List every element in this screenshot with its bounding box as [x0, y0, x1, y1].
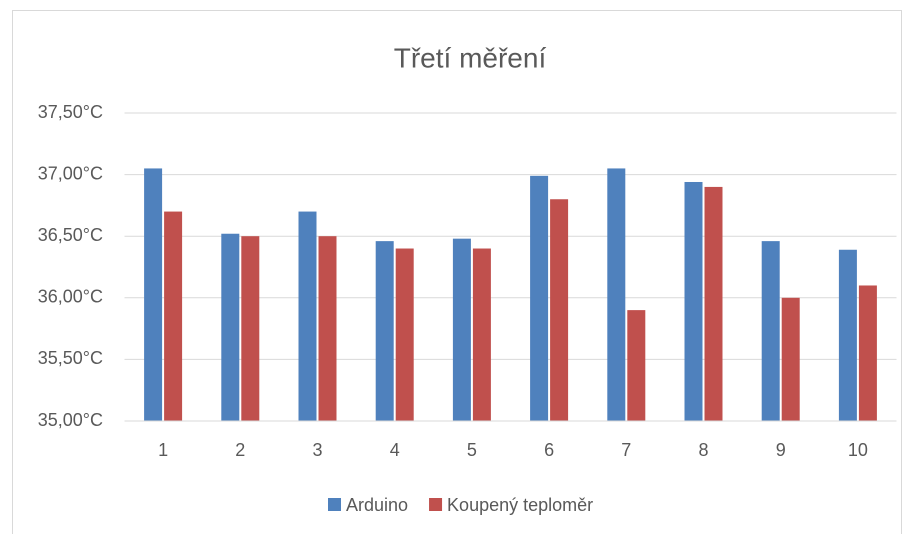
bar — [375, 241, 394, 421]
bar — [221, 233, 240, 421]
bar — [684, 181, 703, 421]
bar — [858, 285, 877, 421]
x-tick-label: 2 — [235, 440, 245, 460]
x-tick-label: 7 — [621, 440, 631, 460]
y-tick-label: 36,50°C — [38, 225, 103, 245]
bar — [241, 236, 260, 421]
bar — [627, 310, 646, 421]
y-tick-label: 37,00°C — [38, 163, 103, 183]
x-tick-label: 3 — [312, 440, 322, 460]
x-tick-label: 9 — [776, 440, 786, 460]
bar — [550, 199, 569, 421]
bar — [607, 168, 626, 421]
x-tick-label: 6 — [544, 440, 554, 460]
y-tick-label: 35,50°C — [38, 348, 103, 368]
x-tick-label: 4 — [390, 440, 400, 460]
bar — [838, 249, 857, 421]
legend-swatch — [328, 498, 341, 511]
y-tick-label: 36,00°C — [38, 287, 103, 307]
chart-title: Třetí měření — [394, 42, 547, 73]
bar — [781, 297, 800, 421]
bar — [318, 236, 337, 421]
legend-label: Koupený teploměr — [447, 495, 593, 515]
bar — [164, 211, 183, 421]
y-tick-label: 35,00°C — [38, 410, 103, 430]
legend-label: Arduino — [346, 495, 408, 515]
x-tick-label: 1 — [158, 440, 168, 460]
bar — [298, 211, 317, 421]
x-tick-label: 10 — [848, 440, 868, 460]
bar — [704, 186, 723, 421]
y-tick-label: 37,50°C — [38, 102, 103, 122]
bar — [452, 238, 471, 421]
bar — [144, 168, 163, 421]
bar — [472, 248, 491, 421]
legend-swatch — [429, 498, 443, 511]
bar — [761, 241, 780, 421]
x-tick-label: 8 — [698, 440, 708, 460]
bar — [530, 175, 549, 421]
bar — [395, 248, 414, 421]
x-tick-label: 5 — [467, 440, 477, 460]
